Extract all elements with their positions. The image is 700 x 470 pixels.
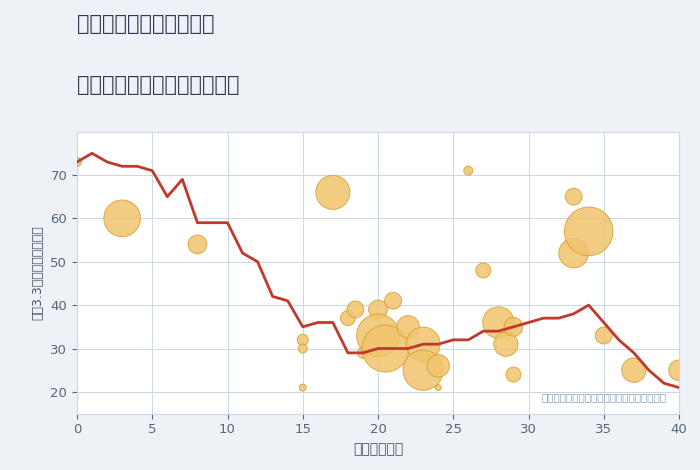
Text: 築年数別中古マンション価格: 築年数別中古マンション価格 [77, 75, 239, 95]
Point [629, 367, 640, 374]
Point [568, 193, 580, 200]
Point [568, 249, 580, 257]
Point [493, 319, 504, 326]
Point [583, 227, 594, 235]
Point [508, 371, 519, 378]
Text: 円の大きさは、取引のあった物件面積を示す: 円の大きさは、取引のあった物件面積を示す [542, 392, 667, 402]
Point [402, 323, 414, 330]
Point [328, 188, 339, 196]
Text: 奈良県大和高田市東中の: 奈良県大和高田市東中の [77, 14, 214, 34]
Point [463, 167, 474, 174]
Point [380, 345, 391, 352]
Point [116, 215, 128, 222]
Point [342, 314, 354, 322]
Point [350, 306, 361, 313]
Point [417, 340, 428, 348]
X-axis label: 築年数（年）: 築年数（年） [353, 442, 403, 456]
Point [297, 345, 308, 352]
Point [297, 336, 308, 344]
Point [192, 241, 203, 248]
Point [477, 266, 489, 274]
Point [372, 306, 384, 313]
Point [433, 384, 444, 392]
Point [297, 384, 308, 392]
Point [357, 349, 368, 357]
Point [508, 323, 519, 330]
Point [71, 158, 83, 166]
Point [598, 332, 609, 339]
Point [673, 367, 685, 374]
Y-axis label: 坪（3.3㎡）単価（万円）: 坪（3.3㎡）単価（万円） [32, 225, 45, 320]
Point [417, 367, 428, 374]
Point [433, 362, 444, 369]
Point [500, 340, 512, 348]
Point [372, 332, 384, 339]
Point [388, 297, 399, 305]
